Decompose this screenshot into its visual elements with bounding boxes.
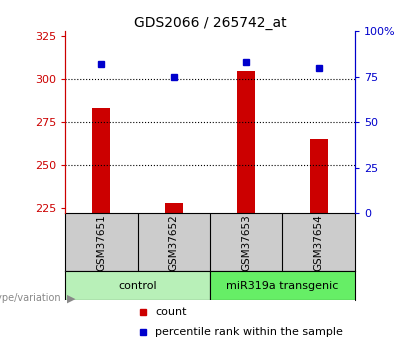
Text: GSM37653: GSM37653 bbox=[241, 214, 251, 271]
Bar bbox=[165, 203, 183, 213]
Bar bbox=[310, 139, 328, 213]
Bar bbox=[237, 71, 255, 213]
Text: miR319a transgenic: miR319a transgenic bbox=[226, 281, 339, 291]
Text: percentile rank within the sample: percentile rank within the sample bbox=[155, 327, 343, 337]
Title: GDS2066 / 265742_at: GDS2066 / 265742_at bbox=[134, 16, 286, 30]
Text: GSM37651: GSM37651 bbox=[96, 214, 106, 271]
Text: genotype/variation: genotype/variation bbox=[0, 294, 61, 303]
Bar bbox=[65, 272, 210, 300]
Text: count: count bbox=[155, 307, 186, 317]
Bar bbox=[210, 272, 355, 300]
Text: GSM37654: GSM37654 bbox=[314, 214, 324, 271]
Bar bbox=[92, 108, 110, 213]
Text: ▶: ▶ bbox=[67, 294, 76, 303]
Text: control: control bbox=[118, 281, 157, 291]
Text: GSM37652: GSM37652 bbox=[169, 214, 179, 271]
